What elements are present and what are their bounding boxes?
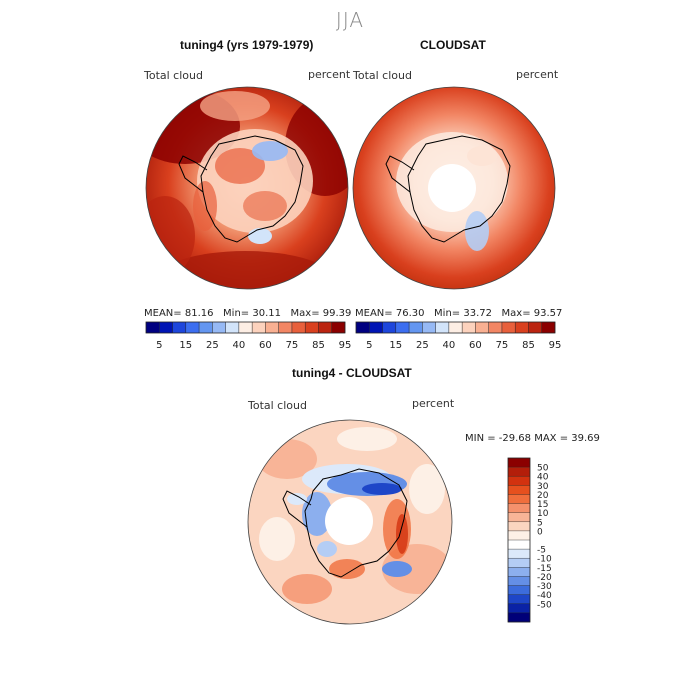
colorbar-diff-swatch <box>508 530 530 541</box>
colorbar-right-swatch <box>462 322 476 333</box>
colorbar-diff-swatch <box>508 612 530 623</box>
colorbar-right-tick-label: 75 <box>496 340 509 351</box>
colorbar-right-swatch <box>541 322 556 333</box>
colorbar-diff-swatch <box>508 512 530 522</box>
colorbar-diff-tick-label: 20 <box>537 491 549 501</box>
colorbar-right-swatch <box>448 322 463 333</box>
colorbar-diff-tick-label: -20 <box>537 573 552 583</box>
map-right <box>352 86 556 290</box>
colorbar-right-swatch <box>435 322 450 333</box>
colorbar-diff-swatch <box>508 503 530 513</box>
colorbar-left-tick-label: 60 <box>259 340 272 351</box>
colorbar-diff-swatch <box>508 485 530 495</box>
colorbar-left-swatch <box>331 322 346 333</box>
colorbar-left-swatch <box>278 322 293 333</box>
colorbar-left-swatch <box>305 322 319 333</box>
colorbar-left-swatch <box>291 322 306 333</box>
panel-diff-units: percent <box>412 397 455 410</box>
colorbar-diff-tick-label: -40 <box>537 591 552 601</box>
colorbar-right-tick-label: 15 <box>389 340 402 351</box>
colorbar-right-swatch <box>528 322 542 333</box>
colorbar-diff-tick-label: -50 <box>537 600 552 610</box>
colorbar-diff-swatch <box>508 603 530 614</box>
colorbar-diff-tick-label: -30 <box>537 582 552 592</box>
colorbar-diff-tick-label: 5 <box>537 518 543 528</box>
colorbar-diff-tick-label: -5 <box>537 546 546 556</box>
colorbar-diff-tick-label: 50 <box>537 464 549 474</box>
colorbar-right-swatch <box>409 322 423 333</box>
panel-right-variable: Total cloud <box>353 69 412 82</box>
colorbar-right-swatch <box>515 322 529 333</box>
colorbar-left-swatch <box>265 322 279 333</box>
panel-left-stats: MEAN= 81.16 Min= 30.11 Max= 99.39 <box>144 308 352 319</box>
colorbar-right: 5 15 25 40 60 75 85 95 <box>355 321 561 351</box>
panel-left-title: tuning4 (yrs 1979-1979) <box>180 38 314 52</box>
panel-right-stats: MEAN= 76.30 Min= 33.72 Max= 93.57 <box>355 308 563 319</box>
colorbar-left-tick-label: 75 <box>286 340 299 351</box>
panel-right-units: percent <box>516 68 559 81</box>
season-title: JJA <box>335 8 365 32</box>
colorbar-left-tick-label: 85 <box>312 340 325 351</box>
colorbar-diff-swatch <box>508 594 530 604</box>
panel-diff-stats: MIN = -29.68 MAX = 39.69 <box>465 433 600 444</box>
colorbar-right-tick-label: 25 <box>416 340 429 351</box>
colorbar-left-tick-label: 15 <box>179 340 192 351</box>
panel-left-variable: Total cloud <box>144 69 203 82</box>
colorbar-diff-swatch <box>508 585 530 595</box>
colorbar-left-swatch <box>199 322 213 333</box>
colorbar-diff-tick-label: -15 <box>537 564 552 574</box>
colorbar-right-tick-label: 85 <box>522 340 535 351</box>
colorbar-left-swatch <box>146 322 160 333</box>
colorbar-diff-swatch <box>508 549 530 559</box>
colorbar-left: 5 15 25 40 60 75 85 95 <box>145 321 351 351</box>
colorbar-diff-swatch <box>508 467 530 477</box>
colorbar-left-swatch <box>185 322 200 333</box>
colorbar-right-swatch <box>501 322 516 333</box>
polar-gap <box>428 164 476 212</box>
colorbar-right-swatch <box>395 322 410 333</box>
colorbar-left-swatch <box>252 322 266 333</box>
colorbar-left-tick-label: 40 <box>232 340 245 351</box>
colorbar-left-tick-label: 5 <box>156 340 162 351</box>
colorbar-diff-tick-label: 15 <box>537 500 548 510</box>
colorbar-diff-swatch <box>508 476 530 486</box>
colorbar-diff-swatch <box>508 558 530 568</box>
colorbar-diff-swatch <box>508 567 530 577</box>
colorbar-right-swatch <box>382 322 396 333</box>
colorbar-right-swatch <box>475 322 489 333</box>
colorbar-left-swatch <box>318 322 332 333</box>
colorbar-left-tick-label: 95 <box>339 340 352 351</box>
colorbar-left-swatch <box>159 322 173 333</box>
panel-diff-title: tuning4 - CLOUDSAT <box>292 366 412 380</box>
colorbar-right-tick-label: 5 <box>366 340 372 351</box>
colorbar-diff-tick-label: -10 <box>537 555 552 565</box>
colorbar-diff-tick-label: 40 <box>537 473 549 483</box>
colorbar-diff-swatch <box>508 521 530 532</box>
colorbar-diff-swatch <box>508 494 530 504</box>
colorbar-diff-swatch <box>508 576 530 586</box>
panel-right-title: CLOUDSAT <box>420 38 486 52</box>
colorbar-diff-tick-label: 0 <box>537 527 543 537</box>
colorbar-right-swatch <box>356 322 370 333</box>
colorbar-right-swatch <box>422 322 436 333</box>
colorbar-left-swatch <box>172 322 186 333</box>
colorbar-diff-tick-label: 10 <box>537 509 549 519</box>
panel-diff-variable: Total cloud <box>248 399 307 412</box>
map-left <box>145 86 349 290</box>
colorbar-left-swatch <box>238 322 253 333</box>
colorbar-left-tick-label: 25 <box>206 340 219 351</box>
colorbar-right-swatch <box>488 322 503 333</box>
colorbar-diff-swatch <box>508 540 530 550</box>
colorbar-left-swatch <box>225 322 240 333</box>
colorbar-right-tick-label: 60 <box>469 340 482 351</box>
map-diff <box>247 419 453 625</box>
colorbar-diff-tick-label: 30 <box>537 482 549 492</box>
colorbar-left-swatch <box>212 322 226 333</box>
colorbar-diff-swatch <box>508 458 530 468</box>
panel-left-units: percent <box>308 68 351 81</box>
colorbar-right-tick-label: 40 <box>442 340 455 351</box>
colorbar-right-swatch <box>369 322 383 333</box>
colorbar-right-tick-label: 95 <box>549 340 562 351</box>
